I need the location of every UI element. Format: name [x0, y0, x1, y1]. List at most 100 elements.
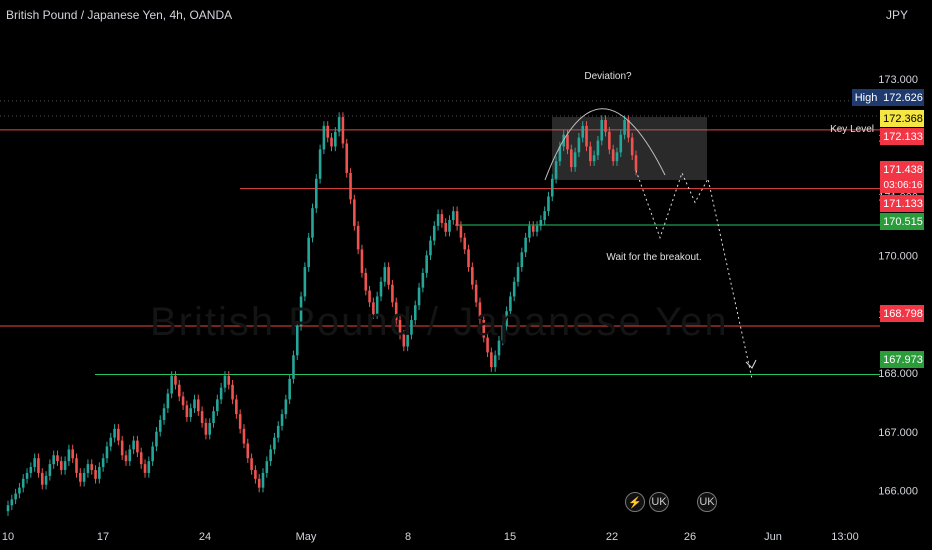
- candle-body: [242, 428, 246, 444]
- uk-flag-icon[interactable]: UK: [649, 492, 669, 512]
- x-tick-label: Jun: [764, 531, 782, 543]
- price-label-value: 167.973: [883, 354, 923, 366]
- candle-body: [193, 399, 196, 409]
- candle-body: [398, 320, 402, 335]
- x-tick-label: 24: [199, 531, 211, 543]
- candle-body: [413, 305, 417, 320]
- candle-body: [569, 149, 573, 168]
- candle-body: [387, 267, 390, 285]
- price-label-value: 172.368: [883, 113, 923, 125]
- candle-body: [94, 470, 97, 479]
- candle-body: [634, 155, 638, 171]
- candle-body: [490, 352, 493, 368]
- candle-body: [181, 396, 185, 406]
- price-label: 168.798: [880, 305, 924, 322]
- candle-body: [109, 437, 113, 447]
- candle-body: [257, 478, 261, 488]
- candle-body: [505, 311, 508, 326]
- candle-body: [592, 155, 596, 162]
- candle-body: [223, 375, 227, 388]
- candle-body: [227, 375, 231, 385]
- y-tick-label: 167.000: [878, 427, 918, 439]
- candle-body: [608, 131, 611, 150]
- price-label-value: 171.438: [883, 164, 923, 176]
- candle-body: [486, 337, 489, 353]
- price-label-bg: [880, 128, 924, 145]
- candle-body: [421, 272, 425, 288]
- candle-body: [113, 428, 116, 438]
- candle-body: [250, 458, 253, 470]
- candle-body: [147, 461, 151, 473]
- candle-body: [101, 458, 105, 468]
- candle-body: [524, 237, 527, 253]
- candle-body: [219, 387, 223, 400]
- candle-body: [56, 455, 59, 462]
- y-tick-label: 168.000: [878, 368, 918, 380]
- candle-body: [52, 455, 55, 465]
- candle-body: [299, 296, 303, 326]
- candle-body: [543, 211, 546, 220]
- candle-body: [311, 208, 314, 238]
- candle-body: [345, 143, 349, 173]
- breakout-annotation: Wait for the breakout.: [606, 252, 701, 263]
- candle-body: [383, 267, 387, 282]
- x-tick-label: 26: [684, 531, 696, 543]
- price-label-bg: [880, 110, 924, 127]
- candle-body: [44, 475, 48, 485]
- candle-body: [402, 334, 406, 347]
- candle-body: [231, 384, 234, 400]
- candle-body: [318, 149, 322, 179]
- candle-body: [166, 393, 170, 409]
- x-tick-label: 15: [504, 531, 516, 543]
- candle-body: [59, 461, 63, 470]
- candle-body: [341, 117, 345, 144]
- candle-body: [425, 255, 428, 273]
- candle-body: [155, 431, 158, 447]
- candle-body: [25, 472, 29, 479]
- candle-body: [539, 220, 543, 226]
- price-label-bg: [880, 195, 924, 212]
- candle-body: [269, 449, 272, 462]
- x-tick-label: 17: [97, 531, 109, 543]
- candle-body: [238, 414, 242, 429]
- y-tick-label: 166.000: [878, 486, 918, 498]
- candle-body: [566, 134, 569, 150]
- x-tick-label: 13:00: [831, 531, 859, 543]
- projection-path: [635, 170, 753, 379]
- candle-body: [520, 252, 524, 268]
- candle-body: [375, 296, 379, 315]
- candle-body: [531, 225, 535, 232]
- candle-body: [482, 320, 486, 338]
- candle-body: [170, 375, 173, 394]
- candle-body: [471, 267, 474, 285]
- candle-body: [303, 267, 307, 297]
- price-tag-bg: [852, 89, 880, 106]
- candle-body: [391, 284, 394, 303]
- uk-flag-icon[interactable]: UK: [697, 492, 717, 512]
- candle-body: [410, 320, 413, 335]
- deviation-annotation: Deviation?: [584, 71, 632, 82]
- candle-body: [185, 405, 189, 418]
- lightning-icon[interactable]: ⚡: [625, 492, 645, 512]
- projection-arrowhead: [745, 359, 757, 369]
- candle-body: [151, 446, 154, 462]
- candle-body: [189, 408, 192, 418]
- candle-body: [615, 152, 619, 162]
- candle-body: [292, 355, 295, 379]
- candle-body: [429, 240, 432, 256]
- symbol-watermark: British Pound / Japanese Yen: [150, 300, 729, 344]
- candle-body: [436, 214, 440, 226]
- price-label-bg: [880, 305, 924, 322]
- candle-body: [63, 461, 67, 470]
- price-label-value: 171.133: [883, 198, 923, 210]
- candle-body: [573, 152, 577, 168]
- candle-body: [21, 478, 25, 488]
- candle-body: [630, 137, 634, 156]
- candle-body: [6, 505, 10, 512]
- candle-body: [528, 225, 531, 238]
- price-label: 172.368: [880, 110, 924, 127]
- candle-body: [29, 467, 33, 473]
- candle-body: [75, 458, 78, 473]
- candle-body: [288, 378, 291, 400]
